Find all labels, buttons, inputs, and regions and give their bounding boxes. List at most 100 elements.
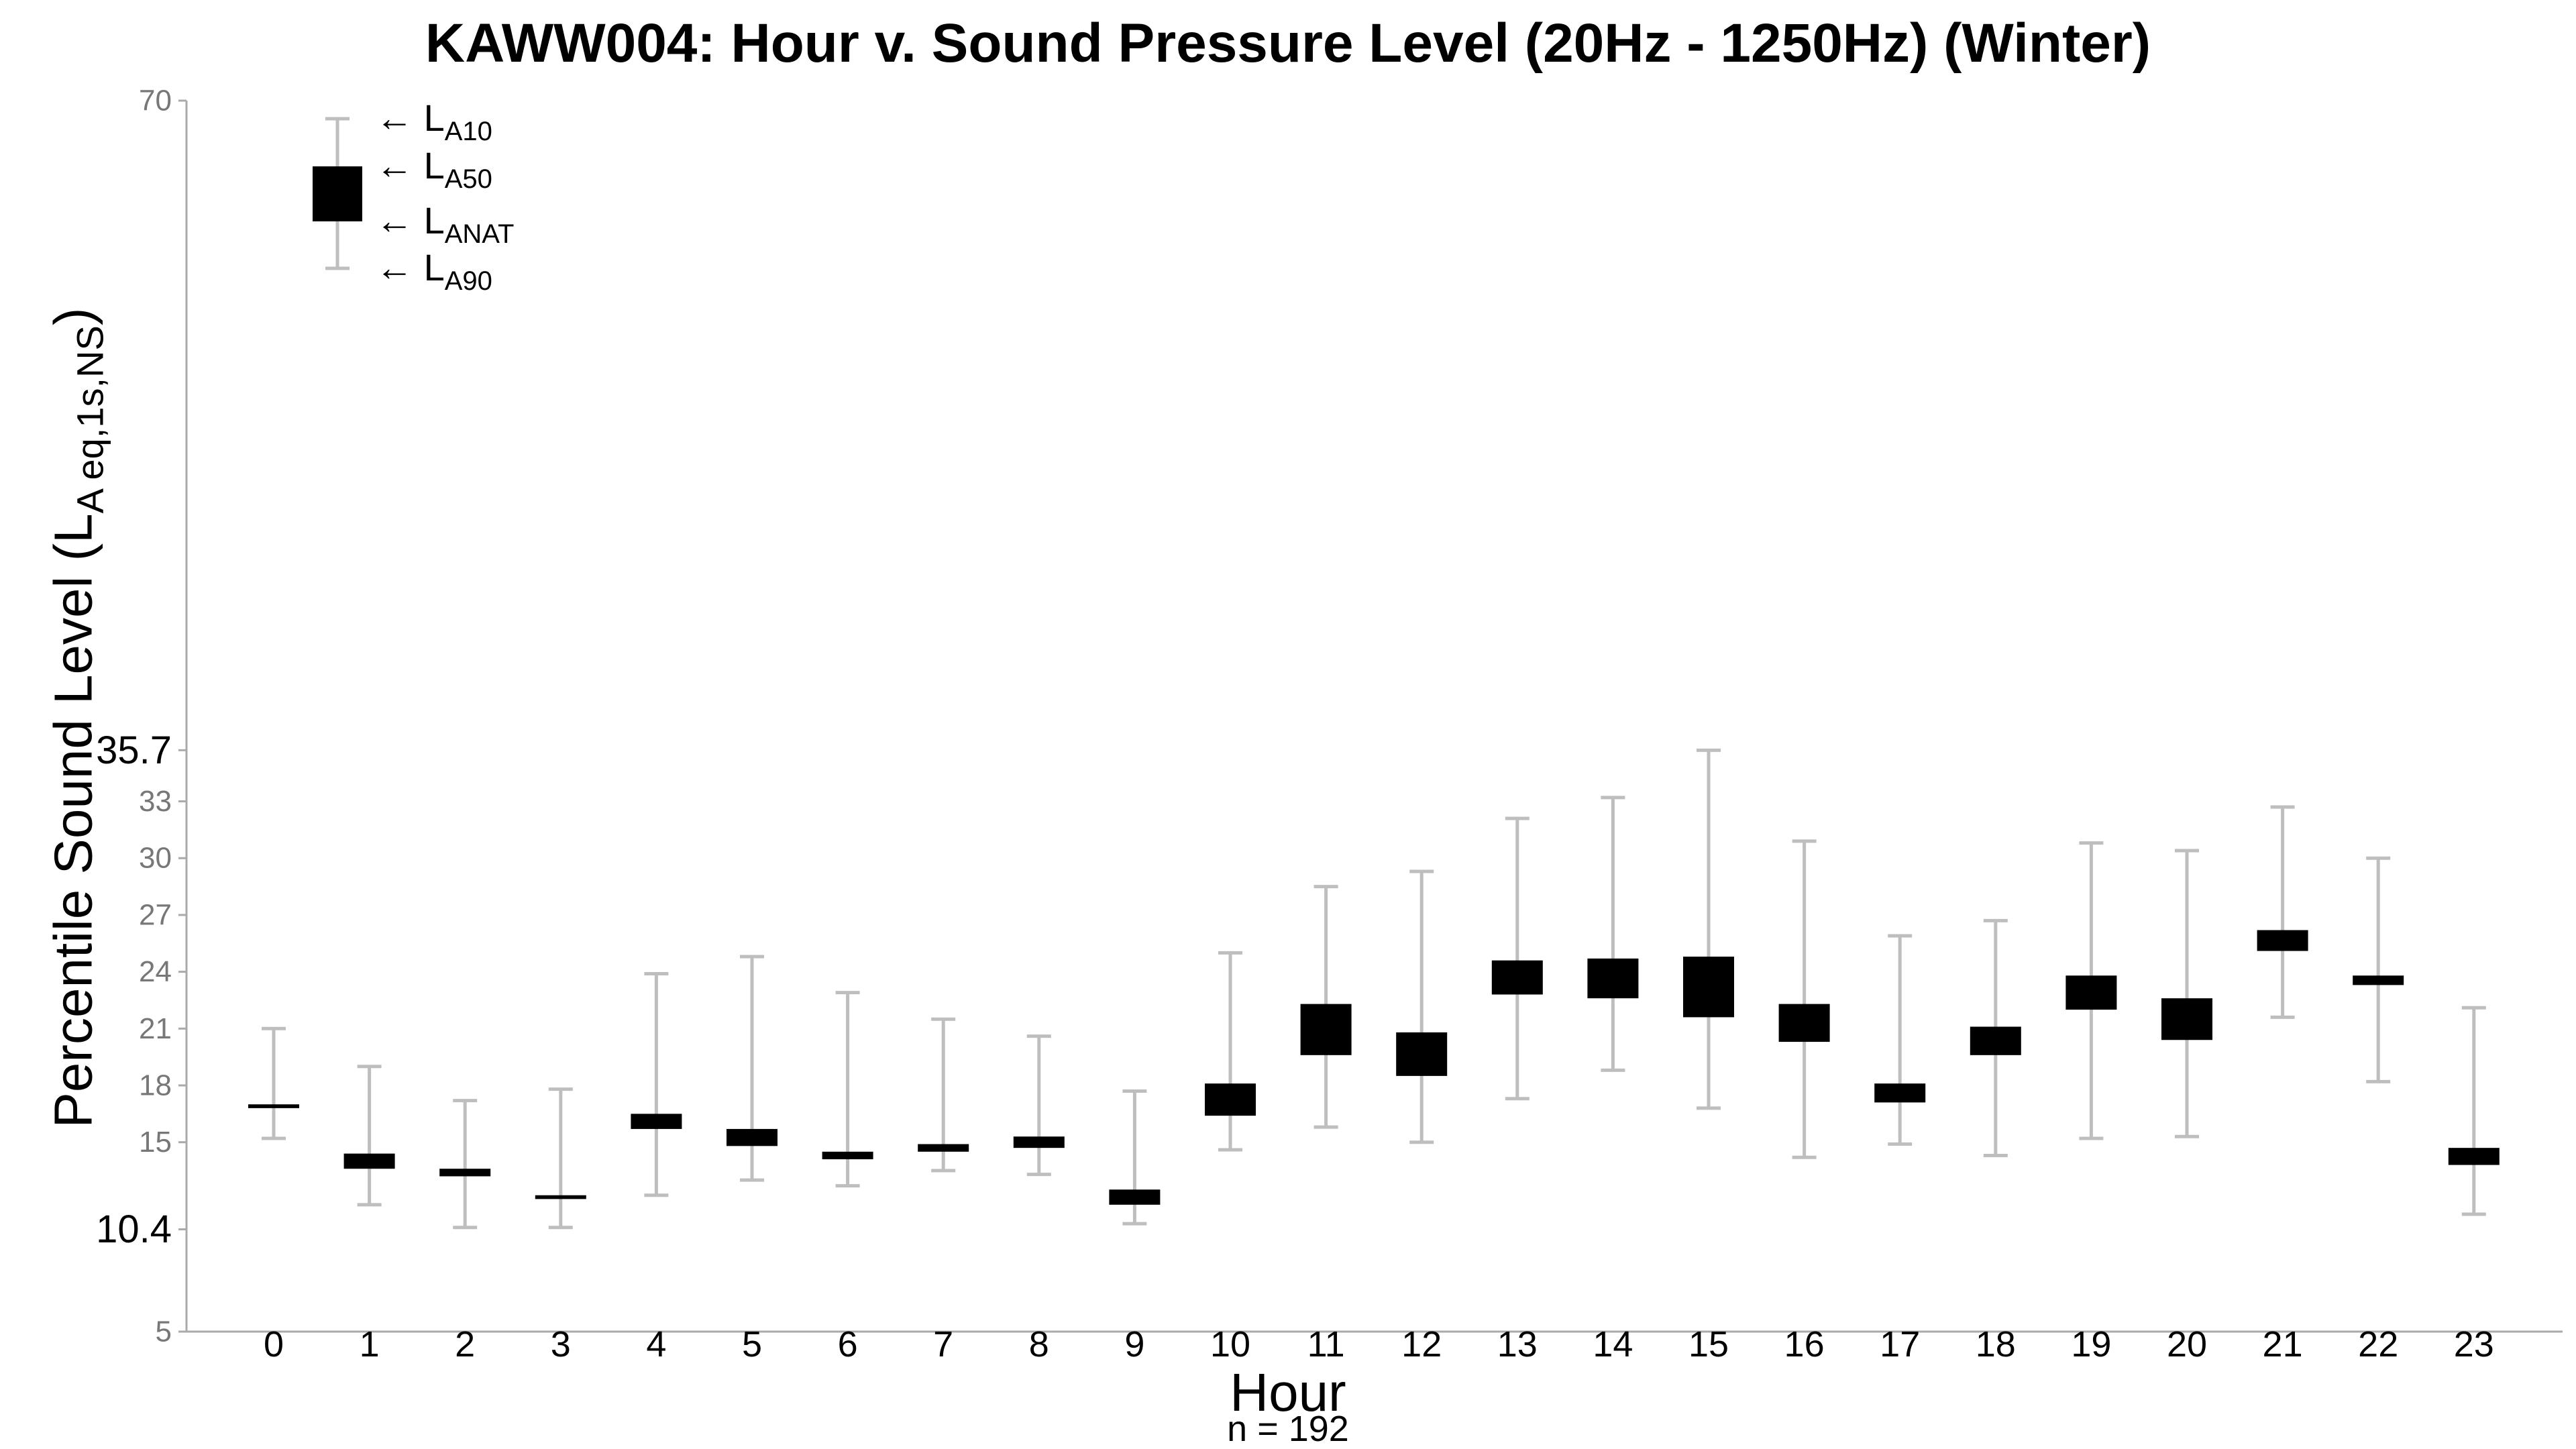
legend-symbol: L <box>424 246 445 288</box>
legend-symbol: L <box>424 144 445 186</box>
x-tick-label: 10 <box>1210 1324 1250 1364</box>
x-tick-label: 20 <box>2167 1324 2207 1364</box>
legend-symbol: L <box>424 97 445 139</box>
axes <box>185 101 2563 1333</box>
box-series <box>248 748 2500 1230</box>
box-hour-2 <box>439 1099 491 1230</box>
x-tick-label: 15 <box>1688 1324 1729 1364</box>
x-tick-label: 17 <box>1880 1324 1920 1364</box>
legend-entry-a90: ← LA90 <box>376 246 492 296</box>
box-l50-lanat <box>1396 1032 1448 1076</box>
legend-entry-anat: ← LANAT <box>376 199 514 249</box>
box-hour-7 <box>918 1017 969 1173</box>
legend-symbol: L <box>424 199 445 241</box>
box-l50-lanat <box>1970 1026 2021 1055</box>
box-hour-4 <box>631 971 682 1197</box>
legend-arrow: ← <box>376 97 424 139</box>
box-l50-lanat <box>535 1195 586 1199</box>
legend-subscript: ANAT <box>445 219 515 249</box>
chart-title: KAWW004: Hour v. Sound Pressure Level (2… <box>425 13 2151 74</box>
y-tick-label: 18 <box>139 1069 172 1102</box>
y-tick-label: 35.7 <box>96 729 172 772</box>
legend-subscript: A50 <box>445 164 492 194</box>
legend-box <box>313 166 362 221</box>
legend-entry-a10: ← LA10 <box>376 97 492 146</box>
box-l50-lanat <box>1109 1189 1161 1205</box>
x-tick-label: 6 <box>838 1324 858 1364</box>
box-l50-lanat <box>439 1169 491 1177</box>
legend: ← LA10← LA50← LANAT← LA90 <box>313 97 514 296</box>
box-hour-16 <box>1778 839 1830 1159</box>
box-l50-lanat <box>1300 1004 1352 1055</box>
x-axis-label: Hour <box>1230 1362 1346 1422</box>
sample-size-note: n = 192 <box>1227 1409 1349 1449</box>
x-axis-ticks: 0 1 2 3 4 5 6 7 8 9 10 11 12 13 14 15 16 17 18 19 20 21 22 23 <box>264 1324 2494 1364</box>
box-l50-lanat <box>343 1153 395 1169</box>
box-hour-11 <box>1300 885 1352 1129</box>
x-tick-label: 21 <box>2263 1324 2303 1364</box>
box-l50-lanat <box>1778 1004 1830 1042</box>
y-tick-label: 10.4 <box>96 1208 172 1251</box>
box-hour-10 <box>1205 951 1256 1152</box>
y-tick-label: 15 <box>139 1126 172 1159</box>
box-hour-12 <box>1396 869 1448 1144</box>
x-tick-label: 23 <box>2454 1324 2494 1364</box>
y-tick-label: 21 <box>139 1012 172 1045</box>
x-tick-label: 16 <box>1784 1324 1825 1364</box>
box-l50-lanat <box>2353 975 2404 985</box>
box-l50-lanat <box>1205 1083 1256 1116</box>
x-tick-label: 1 <box>360 1324 380 1364</box>
y-tick-label: 5 <box>156 1316 172 1348</box>
box-hour-13 <box>1491 816 1543 1101</box>
x-tick-label: 11 <box>1307 1324 1345 1364</box>
box-hour-19 <box>2065 841 2117 1140</box>
legend-subscript: A90 <box>445 266 492 296</box>
y-tick-label: 33 <box>139 785 172 818</box>
x-tick-label: 14 <box>1593 1324 1633 1364</box>
y-axis-ticks: 5 10.4 15 18 21 24 27 30 33 35.7 70 <box>96 85 186 1348</box>
legend-subscript: A10 <box>445 117 492 146</box>
x-tick-label: 3 <box>551 1324 571 1364</box>
box-hour-3 <box>535 1087 586 1230</box>
y-tick-label: 27 <box>139 898 172 931</box>
x-tick-label: 12 <box>1401 1324 1442 1364</box>
legend-arrow: ← <box>376 246 424 288</box>
box-l50-lanat <box>2448 1148 2500 1165</box>
box-hour-9 <box>1109 1089 1161 1226</box>
x-tick-label: 18 <box>1976 1324 2016 1364</box>
x-tick-label: 0 <box>264 1324 284 1364</box>
x-tick-label: 22 <box>2358 1324 2398 1364</box>
box-l50-lanat <box>918 1144 969 1152</box>
box-l50-lanat <box>2065 975 2117 1010</box>
x-tick-label: 5 <box>742 1324 762 1364</box>
box-l50-lanat <box>822 1151 873 1160</box>
x-tick-label: 8 <box>1029 1324 1049 1364</box>
x-tick-label: 2 <box>455 1324 475 1364</box>
box-hour-1 <box>343 1065 395 1207</box>
legend-arrow: ← <box>376 199 424 241</box>
legend-arrow: ← <box>376 144 424 186</box>
box-hour-6 <box>822 991 873 1188</box>
box-l50-lanat <box>631 1114 682 1129</box>
y-axis-label-main: Percentile Sound Level (L <box>43 513 103 1128</box>
box-hour-20 <box>2161 849 2212 1138</box>
y-tick-label: 70 <box>139 85 172 117</box>
box-hour-14 <box>1587 796 1639 1072</box>
x-tick-label: 19 <box>2071 1324 2111 1364</box>
box-hour-5 <box>727 955 777 1182</box>
box-l50-lanat <box>1587 958 1639 999</box>
x-tick-label: 13 <box>1497 1324 1538 1364</box>
x-tick-label: 9 <box>1124 1324 1144 1364</box>
box-hour-23 <box>2448 1006 2500 1216</box>
box-l50-lanat <box>2161 998 2212 1040</box>
x-tick-label: 4 <box>646 1324 666 1364</box>
box-l50-lanat <box>2257 930 2308 951</box>
y-axis-label-subscript: A eq,1s,NS <box>68 325 111 514</box>
box-hour-21 <box>2257 805 2308 1019</box>
box-hour-22 <box>2353 856 2404 1083</box>
x-tick-label: 7 <box>933 1324 953 1364</box>
box-hour-15 <box>1683 748 1734 1110</box>
box-l50-lanat <box>248 1104 299 1108</box>
legend-entry-a50: ← LA50 <box>376 144 492 194</box>
